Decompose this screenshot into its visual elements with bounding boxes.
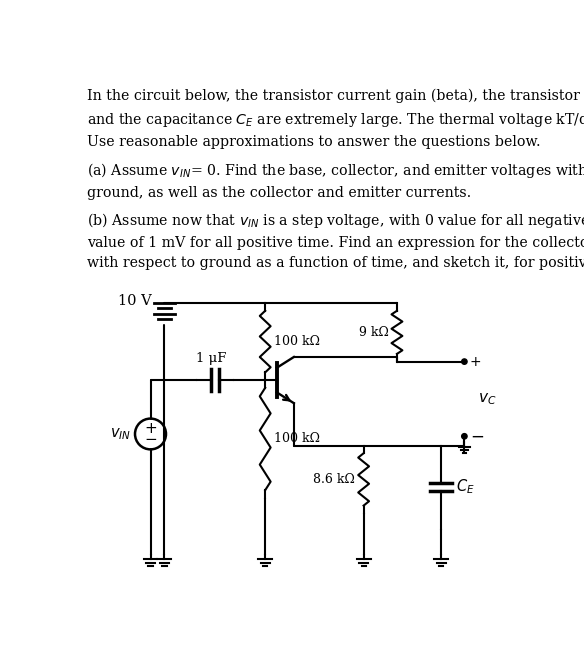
Text: 100 kΩ: 100 kΩ — [274, 335, 319, 348]
Text: 8.6 kΩ: 8.6 kΩ — [313, 473, 355, 486]
Text: In the circuit below, the transistor current gain (beta), the transistor Early v: In the circuit below, the transistor cur… — [87, 89, 584, 149]
Text: +: + — [144, 421, 157, 436]
Text: $v_{IN}$: $v_{IN}$ — [110, 426, 131, 442]
Text: $v_C$: $v_C$ — [478, 391, 497, 407]
Text: 100 kΩ: 100 kΩ — [274, 432, 319, 445]
Text: 1 μF: 1 μF — [196, 351, 226, 364]
Text: (b) Assume now that $v_{IN}$ is a step voltage, with 0 value for all negative ti: (b) Assume now that $v_{IN}$ is a step v… — [87, 211, 584, 270]
Circle shape — [462, 359, 467, 364]
Text: 9 kΩ: 9 kΩ — [359, 326, 388, 339]
Text: −: − — [470, 427, 484, 445]
Text: 10 V: 10 V — [119, 294, 152, 308]
Text: (a) Assume $v_{IN}$= 0. Find the base, collector, and emitter voltages with resp: (a) Assume $v_{IN}$= 0. Find the base, c… — [87, 162, 584, 200]
Text: $C_E$: $C_E$ — [456, 478, 475, 496]
Text: +: + — [470, 355, 481, 368]
Circle shape — [462, 434, 467, 439]
Text: −: − — [144, 432, 157, 447]
